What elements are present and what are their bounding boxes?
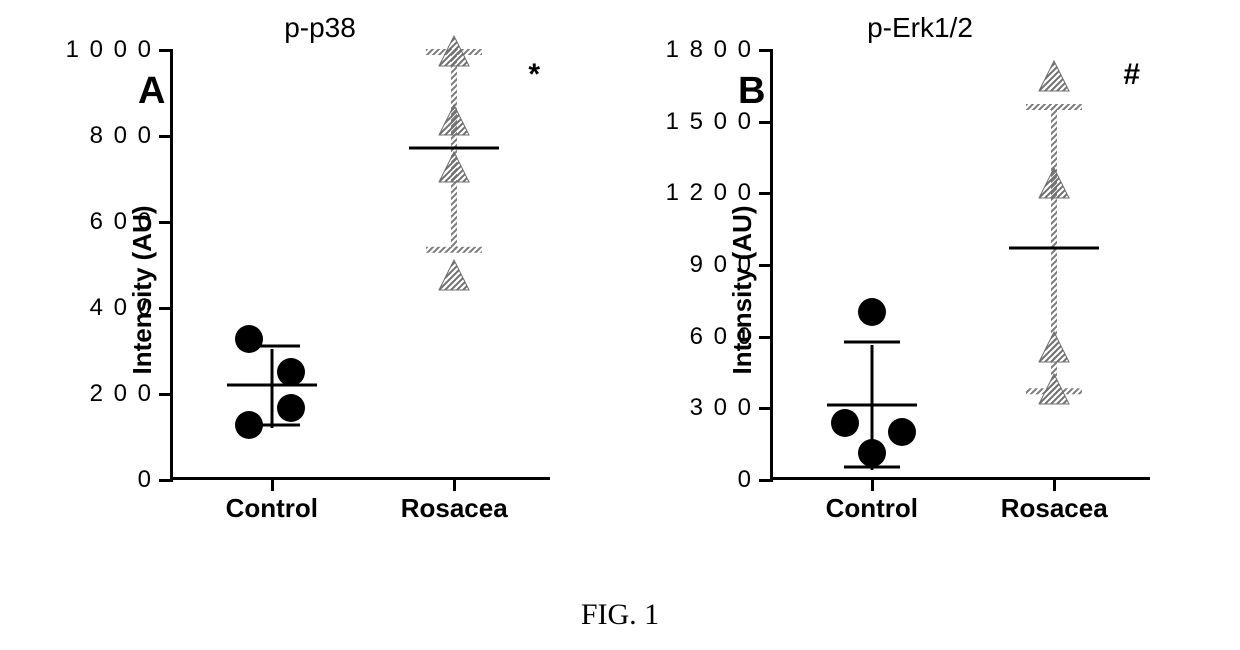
data-point	[858, 298, 886, 326]
error-cap	[844, 341, 900, 344]
data-point	[1039, 61, 1069, 91]
data-point	[1039, 374, 1069, 404]
x-category-label: Rosacea	[401, 493, 508, 524]
data-point	[831, 409, 859, 437]
y-tick-label: 1 5 0 0	[666, 108, 753, 136]
y-tick	[759, 121, 773, 124]
error-bar	[422, 48, 486, 254]
y-tick-label: 9 0 0	[690, 251, 753, 279]
y-tick	[159, 393, 173, 396]
data-point	[235, 411, 263, 439]
error-bar	[270, 349, 273, 429]
figure-caption: FIG. 1	[0, 598, 1240, 632]
panel-letter: A	[138, 70, 165, 113]
y-tick-label: 6 0 0	[690, 323, 753, 351]
y-tick	[759, 192, 773, 195]
mean-line	[409, 147, 499, 150]
y-tick	[759, 336, 773, 339]
y-tick	[159, 479, 173, 482]
y-tick-label: 3 0 0	[690, 394, 753, 422]
panel-letter: B	[738, 70, 765, 113]
mean-line	[227, 383, 317, 386]
mean-line	[827, 404, 917, 407]
data-point	[888, 418, 916, 446]
y-tick-label: 8 0 0	[90, 122, 153, 150]
x-category-label: Control	[826, 493, 918, 524]
data-point	[858, 439, 886, 467]
plot-area: 03 0 06 0 09 0 01 2 0 01 5 0 01 8 0 0Con…	[770, 50, 1150, 480]
y-tick	[759, 479, 773, 482]
y-tick-label: 4 0 0	[90, 294, 153, 322]
data-point	[1039, 332, 1069, 362]
data-point	[439, 152, 469, 182]
x-tick	[271, 477, 274, 491]
data-point	[277, 358, 305, 386]
panels-row: p-p38A*Intensity (AU)02 0 04 0 06 0 08 0…	[0, 10, 1240, 570]
y-tick	[759, 407, 773, 410]
mean-line	[1009, 246, 1099, 249]
data-point	[439, 105, 469, 135]
y-tick-label: 1 2 0 0	[666, 179, 753, 207]
plot-area: 02 0 04 0 06 0 08 0 01 0 0 0ControlRosac…	[170, 50, 550, 480]
chart-panel: p-p38A*Intensity (AU)02 0 04 0 06 0 08 0…	[40, 10, 600, 570]
data-point	[235, 325, 263, 353]
figure-container: p-p38A*Intensity (AU)02 0 04 0 06 0 08 0…	[0, 0, 1240, 650]
y-tick	[159, 307, 173, 310]
data-point	[439, 260, 469, 290]
y-tick	[759, 264, 773, 267]
y-tick-label: 1 8 0 0	[666, 36, 753, 64]
y-tick	[759, 49, 773, 52]
x-tick	[1053, 477, 1056, 491]
data-point	[277, 394, 305, 422]
y-tick	[159, 49, 173, 52]
y-tick-label: 6 0 0	[90, 208, 153, 236]
y-tick-label: 0	[138, 466, 153, 494]
y-tick	[159, 135, 173, 138]
x-tick	[453, 477, 456, 491]
chart-panel: p-Erk1/2B#Intensity (AU)03 0 06 0 09 0 0…	[640, 10, 1200, 570]
y-tick-label: 2 0 0	[90, 380, 153, 408]
x-category-label: Control	[226, 493, 318, 524]
data-point	[1039, 168, 1069, 198]
y-tick-label: 1 0 0 0	[66, 36, 153, 64]
y-tick-label: 0	[738, 466, 753, 494]
x-category-label: Rosacea	[1001, 493, 1108, 524]
data-point	[439, 36, 469, 66]
x-tick	[871, 477, 874, 491]
y-tick	[159, 221, 173, 224]
